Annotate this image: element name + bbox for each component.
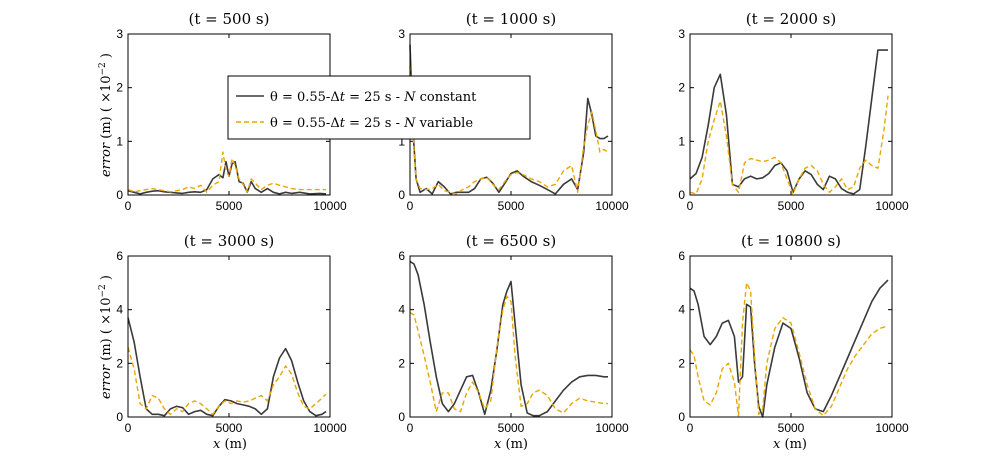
y-tick-label: 3: [678, 27, 685, 41]
chart-panel-5: (t = 6500 s) 0 5000 10000 0 2 4 6: [398, 232, 629, 435]
x-tick-label: 10000: [595, 199, 629, 213]
legend-label-constant: θ = 0.55-Δt = 25 s - N constant: [270, 90, 477, 105]
y-tick-label: 0: [678, 410, 685, 424]
series-line-n-constant: [689, 279, 889, 418]
series-line-n-constant: [409, 260, 608, 417]
legend-label-variable: θ = 0.55-Δt = 25 s - N variable: [270, 116, 473, 131]
x-axis-label-1: x (m): [213, 437, 247, 452]
plot-frame: [689, 255, 893, 418]
y-tick-label: 0: [398, 188, 405, 202]
y-tick-label: 6: [678, 249, 685, 263]
panel-title: (t = 6500 s): [466, 232, 556, 250]
x-tick-label: 0: [125, 199, 132, 213]
y-tick-label: 4: [678, 303, 685, 317]
series-line-n-constant: [127, 317, 327, 417]
x-tick-label: 0: [125, 421, 132, 435]
y-tick-label: 2: [398, 356, 405, 370]
y-tick-label: 1: [398, 134, 405, 148]
y-tick-label: 2: [678, 81, 685, 95]
y-tick-label: 6: [116, 249, 123, 263]
panel-title: (t = 1000 s): [466, 10, 556, 28]
x-tick-label: 10000: [875, 199, 909, 213]
x-tick-label: 0: [407, 421, 414, 435]
y-tick-label: 0: [398, 410, 405, 424]
x-axis-label-2: x (m): [494, 437, 528, 452]
y-tick-label: 0: [116, 410, 123, 424]
series-line-n-constant: [689, 49, 888, 195]
y-tick-label: 1: [116, 134, 123, 148]
panel-title: (t = 3000 s): [184, 232, 274, 250]
series-line-n-variable: [689, 95, 889, 195]
y-tick-label: 1: [678, 134, 685, 148]
chart-panel-6: (t = 10800 s) 0 5000 10000 0 2 4 6: [678, 232, 909, 435]
x-tick-label: 5000: [778, 199, 805, 213]
x-axis-label-3: x (m): [773, 437, 807, 452]
chart-panel-3: (t = 2000 s) 0 5000 10000 0 1 2 3: [678, 10, 909, 213]
x-tick-label: 5000: [216, 199, 243, 213]
x-tick-label: 5000: [498, 421, 525, 435]
panel-title: (t = 500 s): [189, 10, 270, 28]
x-tick-label: 0: [687, 421, 694, 435]
panel-title: (t = 2000 s): [746, 10, 836, 28]
series-line-n-variable: [689, 282, 889, 417]
y-axis-label-top: error (m) ( ×10−2 ): [98, 53, 114, 177]
plot-frame: [689, 33, 893, 196]
series-line-n-constant: [127, 160, 327, 195]
x-tick-label: 10000: [313, 199, 347, 213]
series-line-n-variable: [409, 66, 609, 195]
y-tick-label: 4: [116, 303, 123, 317]
plot-frame: [127, 255, 331, 418]
series-line-n-variable: [127, 151, 326, 194]
x-tick-label: 0: [407, 199, 414, 213]
y-tick-label: 3: [116, 27, 123, 41]
y-tick-label: 4: [398, 303, 405, 317]
y-tick-label: 3: [398, 27, 405, 41]
y-tick-label: 2: [678, 356, 685, 370]
series-line-n-variable: [127, 347, 327, 415]
x-tick-label: 0: [687, 199, 694, 213]
x-tick-label: 10000: [595, 421, 629, 435]
x-tick-label: 10000: [875, 421, 909, 435]
plot-frame: [409, 255, 613, 418]
y-tick-label: 2: [116, 356, 123, 370]
y-axis-label-bottom: error (m) ( ×10−2 ): [98, 275, 114, 399]
chart-panel-4: (t = 3000 s) 0 5000 10000 0 2 4 6: [116, 232, 347, 435]
legend: θ = 0.55-Δt = 25 s - N constant θ = 0.55…: [227, 75, 531, 140]
y-tick-label: 0: [678, 188, 685, 202]
x-tick-label: 5000: [778, 421, 805, 435]
x-tick-label: 5000: [498, 199, 525, 213]
panel-title: (t = 10800 s): [741, 232, 841, 250]
y-tick-label: 0: [116, 188, 123, 202]
y-tick-label: 6: [398, 249, 405, 263]
legend-box: [227, 75, 531, 140]
x-tick-label: 5000: [216, 421, 243, 435]
x-tick-label: 10000: [313, 421, 347, 435]
y-tick-label: 2: [116, 81, 123, 95]
